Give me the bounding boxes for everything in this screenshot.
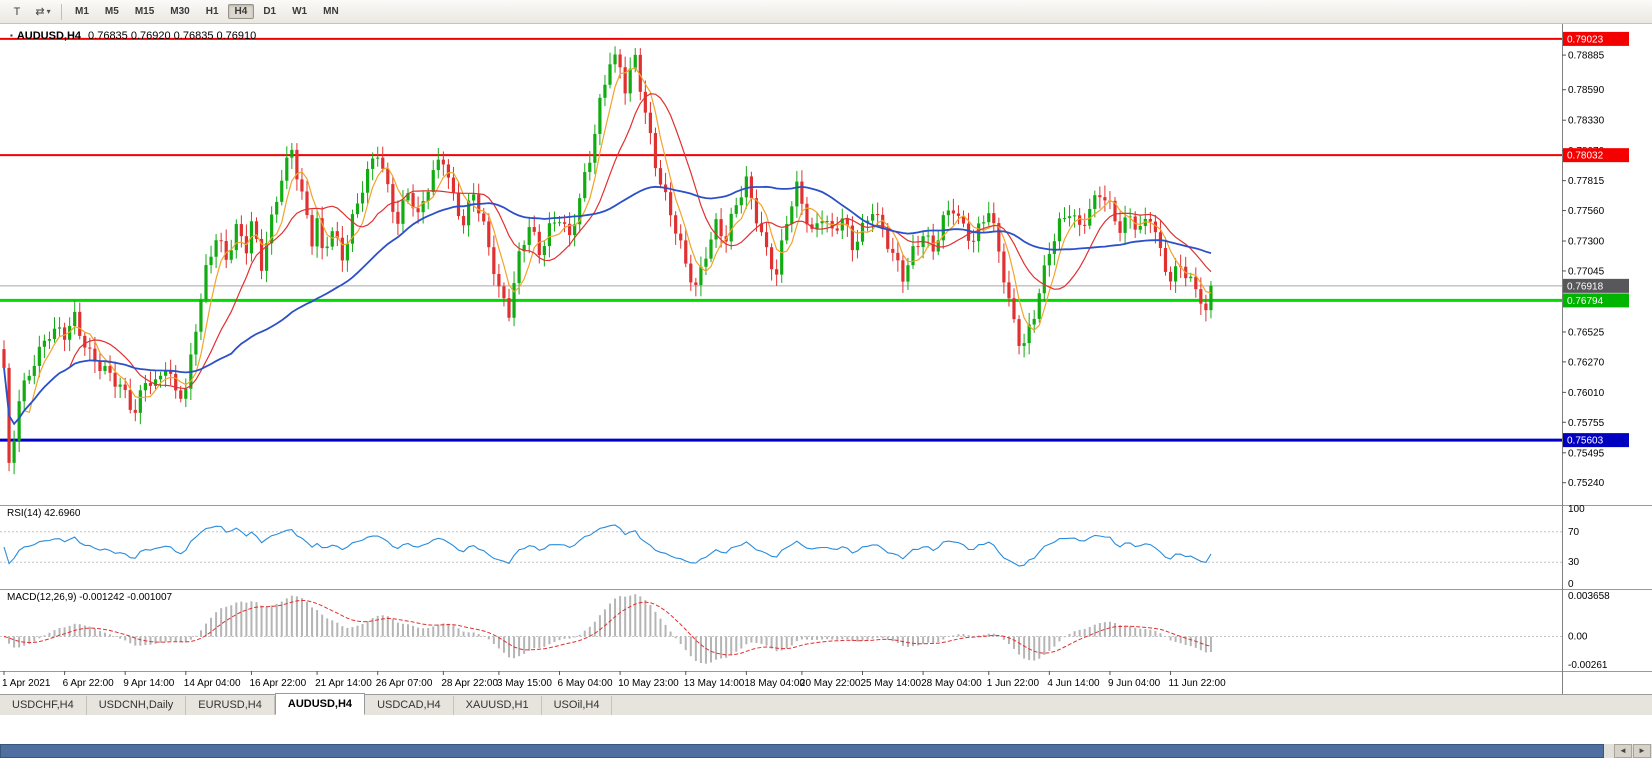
svg-text:4 Jun 14:00: 4 Jun 14:00 bbox=[1047, 678, 1100, 689]
svg-text:25 May 14:00: 25 May 14:00 bbox=[861, 678, 922, 689]
toolbar-separator bbox=[61, 3, 62, 20]
svg-text:26 Apr 07:00: 26 Apr 07:00 bbox=[376, 678, 433, 689]
svg-text:0.75755: 0.75755 bbox=[1568, 418, 1605, 429]
svg-text:0.76918: 0.76918 bbox=[1567, 281, 1604, 292]
price-badge-0.78032: 0.78032 bbox=[1563, 148, 1629, 163]
timeframe-button-m1[interactable]: M1 bbox=[75, 6, 89, 17]
chart-tab-xauusd-h1[interactable]: XAUUSD,H1 bbox=[454, 696, 542, 715]
svg-text:0.76270: 0.76270 bbox=[1568, 357, 1605, 368]
timeframe-button-d1[interactable]: D1 bbox=[263, 6, 277, 17]
macd-signal-line bbox=[3, 599, 1212, 656]
rsi-label: RSI(14) 42.6960 bbox=[7, 508, 81, 519]
chart-shift-icon: ⇄ bbox=[35, 6, 45, 18]
macd-label: MACD(12,26,9) -0.001242 -0.001007 bbox=[7, 592, 173, 603]
chart-ohlc-values: 0.76835 0.76920 0.76835 0.76910 bbox=[88, 30, 257, 42]
svg-text:30: 30 bbox=[1568, 557, 1580, 568]
svg-text:0.78330: 0.78330 bbox=[1568, 116, 1605, 127]
chart-tab-usdcnh-daily[interactable]: USDCNH,Daily bbox=[87, 696, 187, 715]
time-axis: 1 Apr 2021 6 Apr 22:00 9 Apr 14:00 14 Apr 0… bbox=[2, 671, 1226, 689]
chart-symbol-label: AUDUSD,H4 bbox=[16, 30, 82, 42]
svg-text:0.79023: 0.79023 bbox=[1567, 34, 1604, 45]
dropdown-caret-icon: ▾ bbox=[46, 7, 51, 16]
svg-text:3 May 15:00: 3 May 15:00 bbox=[497, 678, 552, 689]
chart-tab-eurusd-h4[interactable]: EURUSD,H4 bbox=[186, 696, 275, 715]
timeframe-button-w1[interactable]: W1 bbox=[292, 6, 308, 17]
price-badge-0.75603: 0.75603 bbox=[1563, 433, 1629, 448]
svg-text:0.78885: 0.78885 bbox=[1568, 51, 1605, 62]
chart-title: ▪ AUDUSD,H4 0.76835 0.76920 0.76835 0.7691… bbox=[10, 30, 256, 42]
svg-text:20 May 22:00: 20 May 22:00 bbox=[800, 678, 861, 689]
scroll-left-button[interactable]: ◄ bbox=[1614, 744, 1632, 758]
rsi-line bbox=[3, 524, 1212, 567]
svg-text:13 May 14:00: 13 May 14:00 bbox=[684, 678, 745, 689]
svg-text:0: 0 bbox=[1568, 579, 1574, 590]
chart-tab-usdcad-h4[interactable]: USDCAD,H4 bbox=[365, 696, 454, 715]
svg-text:28 May 04:00: 28 May 04:00 bbox=[921, 678, 982, 689]
svg-text:6 May 04:00: 6 May 04:00 bbox=[558, 678, 613, 689]
timeframe-button-mn[interactable]: MN bbox=[323, 6, 339, 17]
svg-text:18 May 04:00: 18 May 04:00 bbox=[744, 678, 805, 689]
svg-text:0.77300: 0.77300 bbox=[1568, 237, 1605, 248]
svg-text:0.75240: 0.75240 bbox=[1568, 478, 1605, 489]
svg-text:10 May 23:00: 10 May 23:00 bbox=[618, 678, 679, 689]
symbol-marker-icon: ▪ bbox=[10, 31, 13, 40]
ma-fast-line bbox=[3, 66, 1212, 425]
price-badge-0.76794: 0.76794 bbox=[1563, 293, 1629, 308]
svg-text:0.75603: 0.75603 bbox=[1567, 436, 1604, 447]
timeframe-button-h4[interactable]: H4 bbox=[227, 4, 255, 19]
chart-tabs-bar: USDCHF,H4 USDCNH,Daily EURUSD,H4 AUDUSD,H4 U… bbox=[0, 693, 1652, 715]
pointer-tool-icon: T bbox=[13, 5, 21, 18]
svg-text:6 Apr 22:00: 6 Apr 22:00 bbox=[63, 678, 115, 689]
svg-text:0.76794: 0.76794 bbox=[1567, 296, 1604, 307]
scrollbar-thumb[interactable] bbox=[0, 744, 1604, 758]
candles-layer bbox=[2, 46, 1213, 475]
ma-mid-line bbox=[3, 93, 1212, 425]
pointer-tool-button[interactable]: T bbox=[5, 2, 29, 22]
svg-text:0.76010: 0.76010 bbox=[1568, 388, 1605, 399]
svg-text:0.77815: 0.77815 bbox=[1568, 176, 1605, 187]
svg-text:0.77045: 0.77045 bbox=[1568, 266, 1605, 277]
svg-text:70: 70 bbox=[1568, 527, 1580, 538]
chart-tab-usdchf-h4[interactable]: USDCHF,H4 bbox=[0, 696, 87, 715]
top-toolbar: T ⇄ ▾ M1 M5 M15 M30 H1 H4 D1 W1 MN bbox=[0, 0, 1652, 24]
svg-text:14 Apr 04:00: 14 Apr 04:00 bbox=[184, 678, 241, 689]
timeframe-button-h1[interactable]: H1 bbox=[205, 6, 219, 17]
timeframe-button-m30[interactable]: M30 bbox=[170, 6, 190, 17]
svg-text:0.78032: 0.78032 bbox=[1567, 151, 1604, 162]
price-badge-0.76918: 0.76918 bbox=[1563, 278, 1629, 293]
svg-text:1 Jun 22:00: 1 Jun 22:00 bbox=[987, 678, 1040, 689]
panel-separators bbox=[0, 24, 1652, 695]
svg-text:0.78590: 0.78590 bbox=[1568, 85, 1605, 96]
svg-text:0.75495: 0.75495 bbox=[1568, 448, 1605, 459]
timeframe-button-m15[interactable]: M15 bbox=[134, 6, 155, 17]
chart-shift-button[interactable]: ⇄ ▾ bbox=[31, 2, 55, 22]
ma-slow-line bbox=[3, 185, 1212, 426]
price-badge-0.79023: 0.79023 bbox=[1563, 31, 1629, 46]
scroll-right-button[interactable]: ► bbox=[1633, 744, 1651, 758]
svg-text:-0.00261: -0.00261 bbox=[1568, 660, 1608, 671]
svg-text:100: 100 bbox=[1568, 504, 1585, 515]
macd-panel: 0.003658 0.00 -0.00261 bbox=[0, 591, 1610, 671]
svg-text:9 Apr 14:00: 9 Apr 14:00 bbox=[123, 678, 175, 689]
timeframe-button-m5[interactable]: M5 bbox=[104, 6, 119, 17]
svg-text:16 Apr 22:00: 16 Apr 22:00 bbox=[249, 678, 306, 689]
svg-text:0.77560: 0.77560 bbox=[1568, 206, 1605, 217]
svg-text:28 Apr 22:00: 28 Apr 22:00 bbox=[441, 678, 498, 689]
svg-text:0.003658: 0.003658 bbox=[1568, 591, 1610, 602]
svg-text:0.00: 0.00 bbox=[1568, 632, 1588, 643]
svg-text:11 Jun 22:00: 11 Jun 22:00 bbox=[1169, 678, 1227, 689]
svg-text:0.76525: 0.76525 bbox=[1568, 327, 1605, 338]
chart-tab-usoil-h4[interactable]: USOil,H4 bbox=[542, 696, 613, 715]
chart-tab-audusd-h4[interactable]: AUDUSD,H4 bbox=[274, 693, 366, 715]
price-axis: 0.788850.785900.783300.780700.778150.775… bbox=[1562, 31, 1629, 489]
svg-text:21 Apr 14:00: 21 Apr 14:00 bbox=[315, 678, 372, 689]
price-level-lines bbox=[0, 37, 1562, 442]
horizontal-scrollbar[interactable]: ◄ ► bbox=[0, 744, 1652, 758]
svg-text:1 Apr 2021: 1 Apr 2021 bbox=[2, 678, 51, 689]
rsi-panel: 100 70 30 0 bbox=[0, 504, 1585, 590]
svg-text:9 Jun 04:00: 9 Jun 04:00 bbox=[1108, 678, 1161, 689]
